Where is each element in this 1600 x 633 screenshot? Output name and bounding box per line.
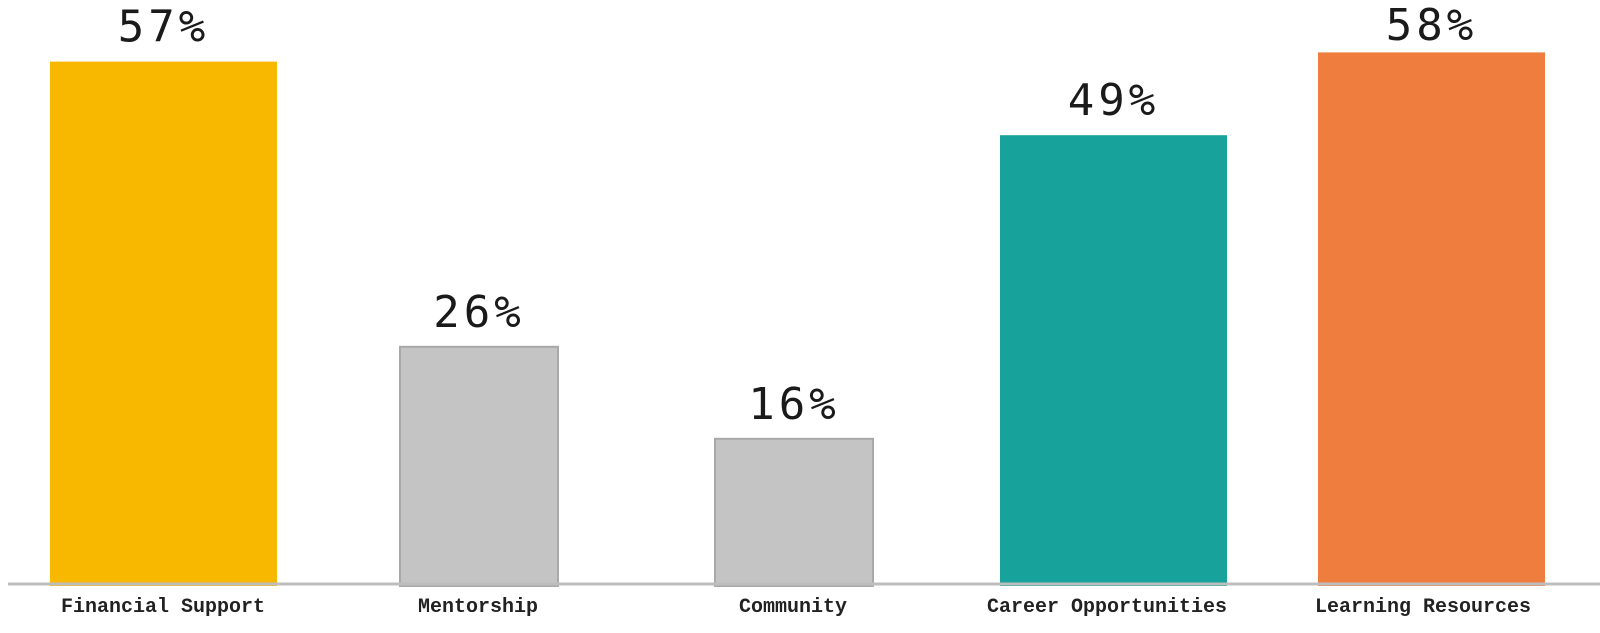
value-label-learning-resources: 58% [1386, 0, 1477, 51]
category-label-financial-support: Financial Support [61, 596, 265, 619]
value-label-career-opportunities: 49% [1068, 75, 1159, 126]
bars-group [50, 52, 1545, 587]
category-labels-group: Financial Support Mentorship Community Care… [61, 596, 1531, 619]
category-label-learning-resources: Learning Resources [1315, 596, 1531, 619]
value-labels-group: 57% 26% 16% 49% 58% [118, 0, 1477, 430]
bar-mentorship [399, 345, 559, 587]
category-label-career-opportunities: Career Opportunities [987, 596, 1227, 619]
bar-career-opportunities [1000, 135, 1227, 586]
bar-community [714, 437, 874, 587]
value-label-community: 16% [748, 379, 839, 430]
bar-learning-resources [1318, 52, 1545, 586]
category-label-mentorship: Mentorship [418, 596, 538, 619]
value-label-mentorship: 26% [433, 287, 524, 338]
bar-financial-support [50, 61, 277, 587]
value-label-financial-support: 57% [118, 2, 209, 53]
category-label-community: Community [739, 596, 847, 619]
